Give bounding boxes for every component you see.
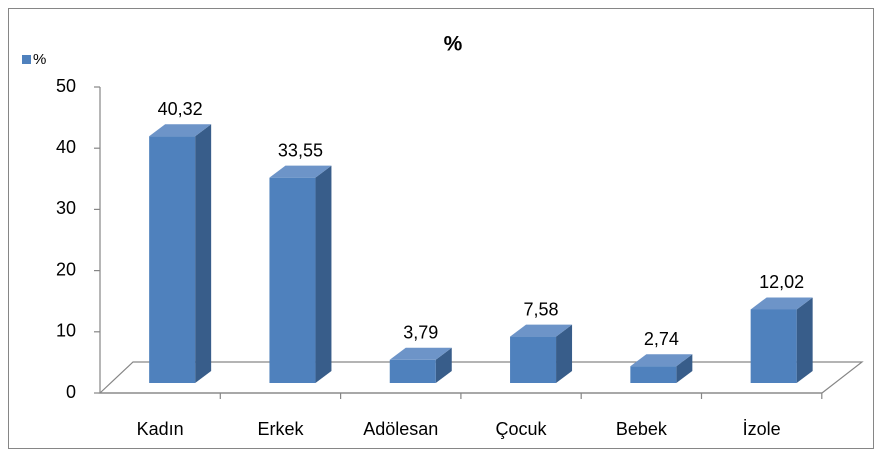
bar <box>149 136 196 383</box>
bar-side <box>796 297 813 383</box>
x-tick-label: Kadın <box>137 419 184 439</box>
legend-label: % <box>33 51 46 68</box>
value-label: 40,32 <box>158 99 203 119</box>
value-label: 12,02 <box>759 272 804 292</box>
y-tick-label: 20 <box>56 259 76 279</box>
bar-side <box>556 324 573 383</box>
y-tick-label: 10 <box>56 321 76 341</box>
bar-top <box>149 124 212 137</box>
x-tick-label: Çocuk <box>496 419 548 439</box>
value-label: 33,55 <box>278 140 323 160</box>
bar-top <box>630 354 693 367</box>
bar-top <box>389 347 452 360</box>
bar <box>510 336 557 383</box>
value-label: 3,79 <box>403 323 438 343</box>
chart-title: % <box>444 33 463 56</box>
x-tick-label: Erkek <box>257 419 304 439</box>
bar <box>389 359 436 383</box>
chart-frame <box>8 8 874 449</box>
bar-side <box>315 165 332 383</box>
x-tick-label: Adölesan <box>363 419 438 439</box>
bar-side <box>676 354 693 383</box>
value-label: 2,74 <box>644 329 679 349</box>
bar <box>630 366 677 383</box>
y-tick-label: 30 <box>56 198 76 218</box>
y-tick-label: 40 <box>56 137 76 157</box>
bar-top <box>750 297 813 310</box>
y-tick-label: 50 <box>56 76 76 96</box>
bar <box>750 309 797 383</box>
x-tick-label: İzole <box>743 419 781 439</box>
bar <box>269 177 316 383</box>
bar-side <box>195 124 212 383</box>
legend-swatch <box>22 55 31 64</box>
bar-top <box>510 324 573 337</box>
y-tick-label: 0 <box>66 382 76 402</box>
x-tick-label: Bebek <box>616 419 668 439</box>
value-label: 7,58 <box>524 299 559 319</box>
bar-side <box>435 347 452 383</box>
bar-top <box>269 165 332 178</box>
